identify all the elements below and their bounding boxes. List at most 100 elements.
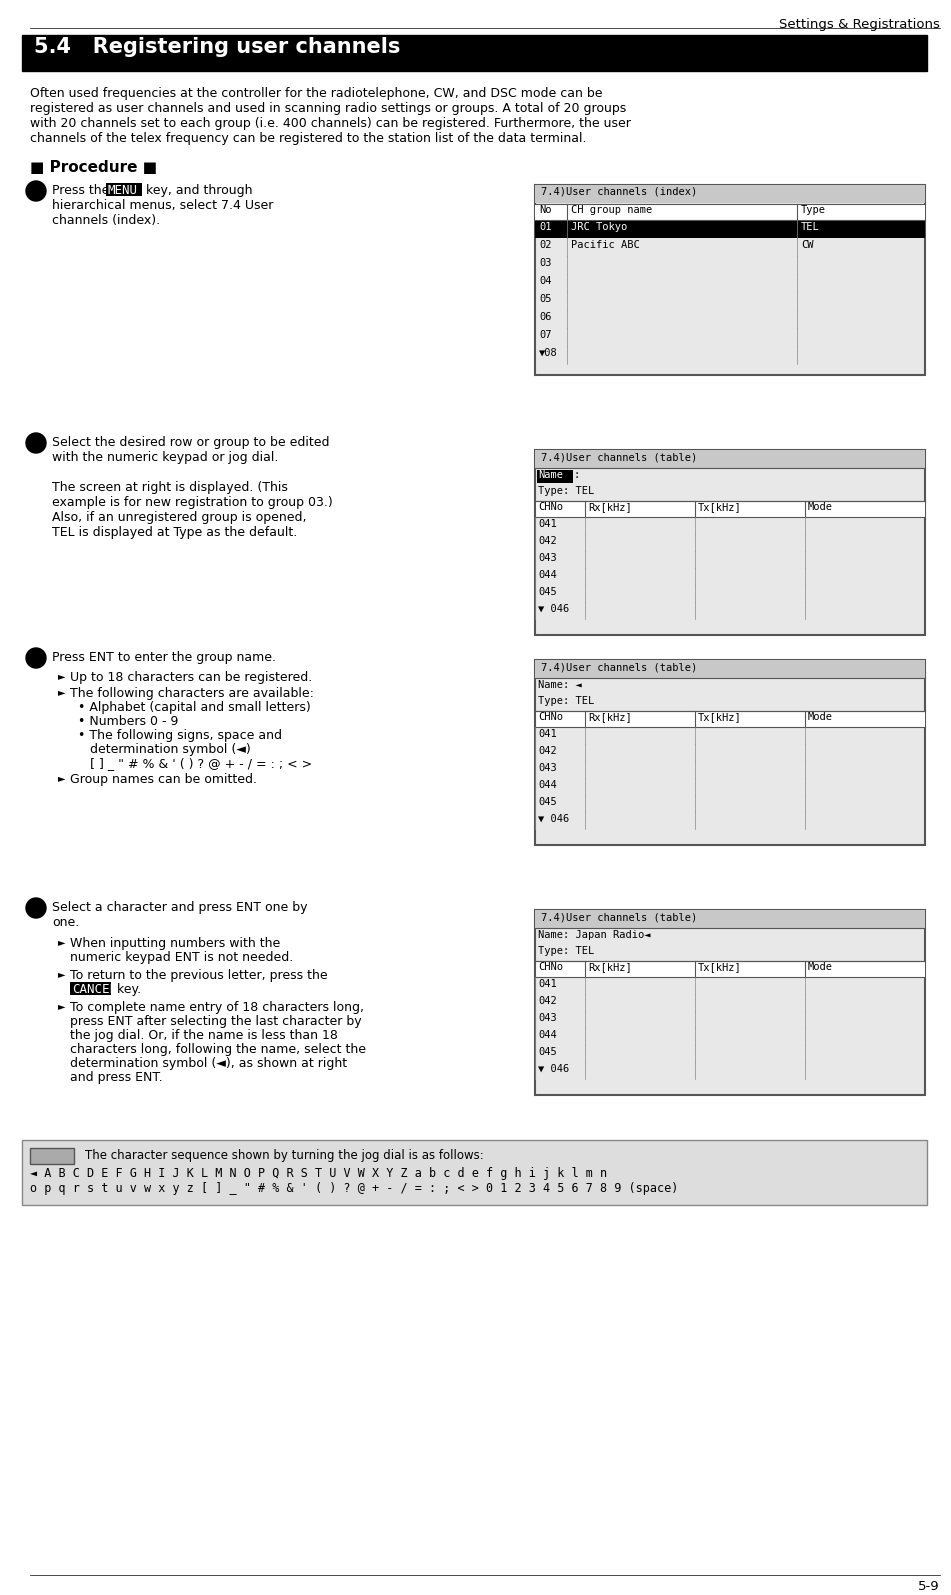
Text: 042: 042	[538, 536, 556, 545]
Bar	[535, 204, 925, 220]
Text: 01: 01	[539, 222, 552, 231]
Text: Also, if an unregistered group is opened,: Also, if an unregistered group is opened…	[52, 510, 306, 525]
Text: 042: 042	[538, 995, 556, 1006]
Bar	[535, 711, 925, 727]
Text: 7.4)User channels (index): 7.4)User channels (index)	[541, 187, 697, 198]
Circle shape	[26, 180, 46, 201]
Text: Pacific ABC: Pacific ABC	[571, 239, 640, 250]
Text: 041: 041	[538, 729, 556, 738]
Bar	[535, 660, 925, 678]
Bar	[535, 501, 925, 517]
Text: CHNo: CHNo	[538, 962, 563, 971]
Text: one.: one.	[52, 916, 79, 928]
Text: MENU: MENU	[108, 183, 138, 198]
Bar	[535, 185, 925, 375]
Text: 05: 05	[539, 293, 552, 305]
Text: Press ENT to enter the group name.: Press ENT to enter the group name.	[52, 651, 276, 664]
Text: with the numeric keypad or jog dial.: with the numeric keypad or jog dial.	[52, 451, 279, 464]
Text: The screen at right is displayed. (This: The screen at right is displayed. (This	[52, 482, 288, 494]
Circle shape	[26, 648, 46, 668]
Text: 045: 045	[538, 798, 556, 807]
Text: TEL is displayed at Type as the default.: TEL is displayed at Type as the default.	[52, 526, 298, 539]
Text: ►: ►	[58, 1002, 66, 1011]
Text: To complete name entry of 18 characters long,: To complete name entry of 18 characters …	[70, 1002, 364, 1014]
Text: press ENT after selecting the last character by: press ENT after selecting the last chara…	[70, 1014, 361, 1029]
Text: numeric keypad ENT is not needed.: numeric keypad ENT is not needed.	[70, 951, 293, 963]
Text: Mode: Mode	[808, 502, 833, 512]
Text: 041: 041	[538, 979, 556, 989]
Text: Up to 18 characters can be registered.: Up to 18 characters can be registered.	[70, 671, 312, 684]
Bar	[535, 185, 925, 203]
Text: ►: ►	[58, 936, 66, 947]
Text: 7.4)User channels (table): 7.4)User channels (table)	[541, 912, 697, 922]
Text: Select the desired row or group to be edited: Select the desired row or group to be ed…	[52, 435, 329, 450]
Text: • Numbers 0 - 9: • Numbers 0 - 9	[70, 715, 179, 727]
Bar	[535, 450, 925, 467]
Text: JRC Tokyo: JRC Tokyo	[571, 222, 628, 231]
Text: key, and through: key, and through	[142, 183, 253, 198]
Text: 07: 07	[539, 330, 552, 340]
Text: 02: 02	[539, 239, 552, 250]
Bar	[535, 911, 925, 1096]
Text: The character sequence shown by turning the jog dial is as follows:: The character sequence shown by turning …	[85, 1148, 484, 1163]
Text: CHNo: CHNo	[538, 502, 563, 512]
Text: [ ] _ " # % & ' ( ) ? @ + - / = : ; < >: [ ] _ " # % & ' ( ) ? @ + - / = : ; < >	[70, 758, 312, 770]
Text: Rx[kHz]: Rx[kHz]	[588, 502, 631, 512]
Text: key.: key.	[113, 983, 141, 995]
Text: • Alphabet (capital and small letters): • Alphabet (capital and small letters)	[70, 700, 311, 715]
Text: 044: 044	[538, 780, 556, 790]
Text: Settings & Registrations: Settings & Registrations	[779, 18, 940, 30]
Text: CH group name: CH group name	[571, 206, 652, 215]
Text: Often used frequencies at the controller for the radiotelephone, CW, and DSC mod: Often used frequencies at the controller…	[30, 88, 603, 100]
Bar	[70, 983, 111, 995]
Bar	[30, 1148, 74, 1164]
Text: ◄ A B C D E F G H I J K L M N O P Q R S T U V W X Y Z a b c d e f g h i j k l m : ◄ A B C D E F G H I J K L M N O P Q R S …	[30, 1168, 607, 1180]
Bar	[22, 35, 927, 72]
Text: and press ENT.: and press ENT.	[70, 1070, 163, 1085]
Text: 043: 043	[538, 1013, 556, 1022]
Text: 1.: 1.	[29, 185, 43, 198]
Text: Tx[kHz]: Tx[kHz]	[698, 711, 742, 723]
Text: To return to the previous letter, press the: To return to the previous letter, press …	[70, 970, 328, 983]
Circle shape	[26, 898, 46, 919]
Text: determination symbol (◄), as shown at right: determination symbol (◄), as shown at ri…	[70, 1057, 347, 1070]
Text: ►: ►	[58, 970, 66, 979]
Text: 4.: 4.	[29, 903, 43, 916]
Text: 044: 044	[538, 569, 556, 581]
Text: ■ Procedure ■: ■ Procedure ■	[30, 160, 157, 175]
Text: Name: Japan Radio◄: Name: Japan Radio◄	[538, 930, 650, 939]
Bar	[535, 660, 925, 845]
Text: 043: 043	[538, 762, 556, 774]
Text: 03: 03	[539, 258, 552, 268]
Text: registered as user channels and used in scanning radio settings or groups. A tot: registered as user channels and used in …	[30, 102, 627, 115]
Text: TEL: TEL	[801, 222, 820, 231]
Text: ►: ►	[58, 671, 66, 681]
Text: o p q r s t u v w x y z [ ] _ " # % & ' ( ) ? @ + - / = : ; < > 0 1 2 3 4 5 6 7 : o p q r s t u v w x y z [ ] _ " # % & ' …	[30, 1182, 678, 1195]
Text: 044: 044	[538, 1030, 556, 1040]
Text: 06: 06	[539, 313, 552, 322]
Text: 04: 04	[539, 276, 552, 286]
Text: Note: Note	[37, 1148, 67, 1160]
Text: 7.4)User channels (table): 7.4)User channels (table)	[541, 662, 697, 671]
Text: 5-9: 5-9	[919, 1581, 940, 1593]
Text: ▼08: ▼08	[539, 348, 557, 357]
Text: Type: Type	[801, 206, 826, 215]
Text: No: No	[539, 206, 552, 215]
Text: The following characters are available:: The following characters are available:	[70, 687, 314, 700]
Text: Press the: Press the	[52, 183, 113, 198]
Bar	[535, 450, 925, 635]
Circle shape	[26, 432, 46, 453]
Text: 2.: 2.	[29, 437, 43, 450]
Text: 3.: 3.	[29, 652, 43, 665]
Text: 041: 041	[538, 518, 556, 530]
Text: channels (index).: channels (index).	[52, 214, 160, 226]
Text: 045: 045	[538, 1046, 556, 1057]
Text: Group names can be omitted.: Group names can be omitted.	[70, 774, 257, 786]
Text: Select a character and press ENT one by: Select a character and press ENT one by	[52, 901, 307, 914]
Text: Type: TEL: Type: TEL	[538, 946, 594, 955]
Text: When inputting numbers with the: When inputting numbers with the	[70, 936, 281, 951]
Bar	[535, 962, 925, 978]
Text: 7.4)User channels (table): 7.4)User channels (table)	[541, 451, 697, 463]
Bar	[106, 183, 142, 196]
Text: with 20 channels set to each group (i.e. 400 channels) can be registered. Furthe: with 20 channels set to each group (i.e.…	[30, 116, 631, 131]
